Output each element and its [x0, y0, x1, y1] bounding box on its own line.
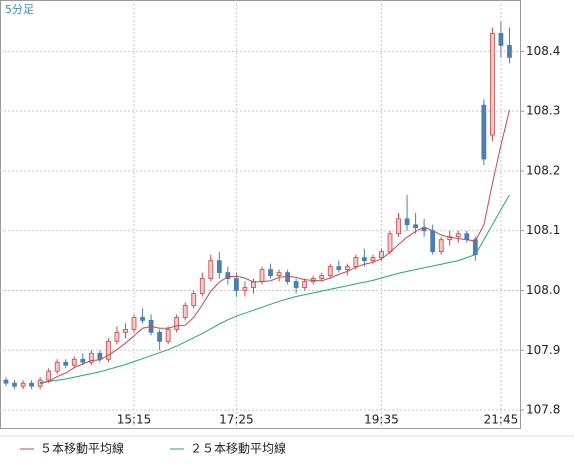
candle-body — [63, 361, 69, 366]
candle-body — [336, 266, 342, 270]
ma-line — [39, 109, 510, 385]
y-tick-label: 108.3 — [526, 104, 560, 118]
candle-body — [481, 104, 487, 160]
legend-label: ２５本移動平均線 — [190, 441, 286, 456]
candle-body — [319, 275, 325, 279]
candle-body — [455, 233, 461, 238]
plot-frame — [0, 0, 521, 429]
candle-body — [353, 257, 359, 268]
candle-body — [276, 272, 282, 276]
y-tick-label: 108.2 — [526, 163, 560, 177]
candle-body — [293, 281, 299, 288]
x-tick-label: 21:45 — [484, 413, 519, 427]
candle-body — [131, 317, 137, 330]
ma-line — [40, 194, 510, 384]
candle-body — [46, 370, 52, 381]
candle-body — [370, 257, 376, 262]
candle-body — [327, 266, 333, 276]
x-tick-label: 19:35 — [364, 413, 399, 427]
candle-body — [20, 382, 26, 387]
candle-body — [507, 45, 512, 58]
candle-body — [182, 305, 188, 318]
candle-body — [438, 239, 444, 253]
candle-body — [80, 358, 86, 363]
legend-label: ５本移動平均線 — [40, 441, 124, 456]
candle-body — [174, 317, 180, 330]
candle-body — [29, 382, 35, 387]
candle-body — [12, 382, 17, 387]
candle-body — [233, 278, 239, 291]
candle-body — [344, 266, 350, 270]
candle-body — [259, 269, 265, 282]
candle-body — [54, 361, 60, 372]
y-tick-label: 108.1 — [526, 223, 560, 237]
candle-body — [430, 230, 436, 253]
candle-body — [140, 317, 145, 321]
candle-body — [225, 272, 231, 279]
candle-body — [387, 233, 393, 253]
candle-body — [396, 218, 401, 235]
candle-body — [71, 358, 77, 366]
candle-body — [302, 281, 308, 288]
candle-body — [114, 331, 120, 342]
candle-body — [97, 352, 103, 360]
candle-body — [165, 328, 171, 342]
y-tick-label: 108.0 — [526, 283, 560, 297]
candle-body — [106, 340, 111, 360]
y-tick-label: 108.4 — [526, 44, 560, 58]
candle-body — [216, 260, 222, 273]
candle-body — [123, 328, 128, 333]
candle-body — [191, 293, 197, 306]
chart-title: 5分足 — [5, 3, 34, 16]
candle-body — [208, 260, 214, 279]
candle-body — [157, 331, 163, 342]
candle-body — [88, 352, 94, 363]
candle-body — [498, 33, 504, 46]
x-tick-label: 17:25 — [219, 413, 254, 427]
candle-body — [489, 33, 495, 136]
candle-body — [464, 233, 470, 241]
candle-body — [242, 287, 248, 291]
candle-body — [285, 272, 291, 282]
candle-body — [447, 236, 453, 241]
candle-body — [199, 278, 205, 294]
candle-body — [379, 251, 384, 259]
candle-body — [361, 257, 367, 262]
candle-body — [3, 379, 9, 384]
candle-body — [404, 218, 410, 226]
candle-body — [413, 224, 419, 229]
x-tick-label: 15:15 — [117, 413, 152, 427]
y-tick-label: 107.8 — [526, 403, 560, 417]
y-tick-label: 107.9 — [526, 343, 560, 357]
candle-body — [268, 269, 273, 276]
